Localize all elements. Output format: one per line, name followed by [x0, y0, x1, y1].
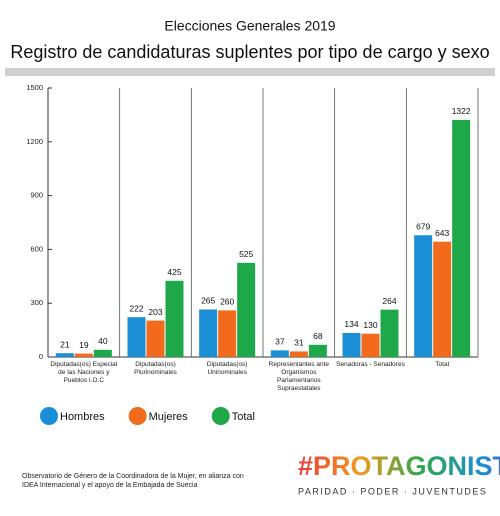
value-label: 21: [60, 339, 70, 349]
logo-tagline: PARIDAD · PODER · JUVENTUDES: [298, 486, 487, 496]
x-tick-label: Senadoras - Senadores: [336, 361, 405, 368]
legend-label: Mujeres: [149, 411, 189, 423]
value-label: 31: [294, 338, 304, 348]
chart-title: Elecciones Generales 2019: [164, 18, 335, 34]
logo-title: #PROTAGONISTAS: [298, 451, 500, 481]
value-label: 265: [201, 296, 215, 306]
value-label: 1322: [452, 106, 471, 116]
bar: [165, 280, 184, 357]
y-tick-label: 1200: [26, 137, 43, 146]
legend-marker: [128, 407, 147, 425]
bar: [199, 309, 218, 357]
y-tick-label: 600: [30, 244, 43, 253]
x-tick-label: Diputadas(os) Uninominales: [206, 361, 248, 376]
legend-label: Total: [232, 411, 255, 423]
legend-label: Hombres: [60, 411, 105, 423]
bar: [308, 344, 327, 357]
bar: [414, 235, 433, 357]
x-tick-label: Total: [435, 361, 450, 368]
y-tick-label: 1500: [26, 83, 43, 92]
value-label: 40: [98, 336, 108, 346]
y-tick-label: 900: [30, 191, 43, 200]
bar: [361, 333, 380, 357]
bar: [237, 262, 256, 357]
x-tick-label: Diputadas(os) Especial de las Naciones y…: [50, 361, 118, 384]
bar: [342, 332, 361, 357]
bar: [74, 353, 93, 357]
bar: [146, 320, 165, 357]
y-tick-label: 0: [39, 352, 43, 361]
value-label: 222: [129, 303, 143, 313]
legend-marker: [211, 407, 230, 425]
bar: [93, 349, 112, 357]
bar: [127, 317, 146, 357]
value-label: 679: [416, 221, 430, 231]
y-tick-label: 300: [30, 298, 43, 307]
value-label: 134: [344, 319, 358, 329]
x-tick-label: Diputadas(os) Plurinominales: [134, 361, 177, 376]
x-tick-label: Representantes ante Organismos Parlament…: [268, 361, 329, 392]
bar: [433, 241, 452, 357]
source-note: Observatorio de Género de la Coordinador…: [22, 473, 244, 489]
value-label: 37: [275, 337, 285, 347]
bar: [270, 350, 289, 357]
value-label: 130: [363, 320, 377, 330]
value-label: 68: [313, 331, 323, 341]
bar: [452, 119, 471, 358]
bar: [289, 351, 308, 357]
chart-subtitle: Registro de candidaturas suplentes por t…: [10, 42, 489, 62]
value-label: 525: [239, 249, 253, 259]
value-label: 264: [382, 296, 396, 306]
value-label: 425: [167, 267, 181, 277]
bar: [55, 353, 74, 357]
bar: [218, 310, 237, 357]
value-label: 260: [220, 297, 234, 307]
value-label: 203: [148, 307, 162, 317]
value-label: 19: [79, 340, 89, 350]
bar: [380, 309, 399, 357]
value-label: 643: [435, 228, 449, 238]
legend-marker: [40, 407, 58, 425]
header-band: [5, 68, 495, 76]
